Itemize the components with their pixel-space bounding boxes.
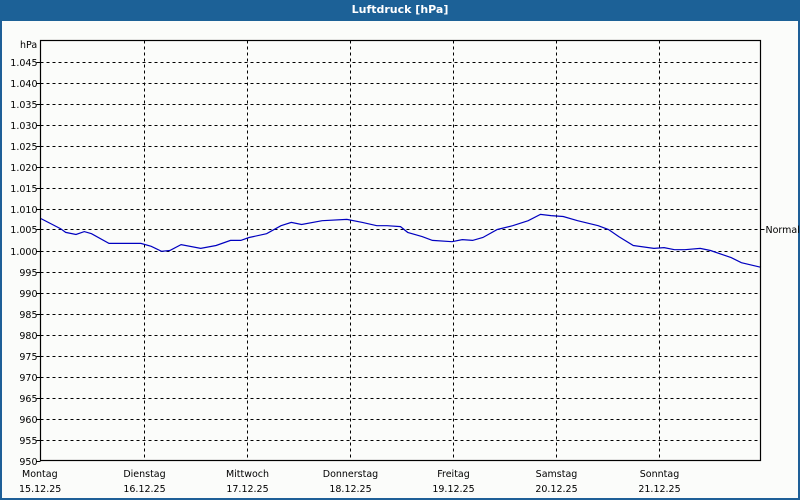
x-tick-day: Dienstag: [123, 469, 165, 480]
y-tick-label: 950: [19, 457, 37, 468]
x-tick-date: 21.12.25: [638, 484, 680, 495]
x-tick-day: Donnerstag: [323, 469, 378, 480]
y-tick-label: 1.040: [10, 79, 37, 90]
y-tick-label: 960: [19, 415, 37, 426]
y-tick-label: 1.020: [10, 163, 37, 174]
grid-lines: [40, 40, 761, 461]
y-axis-ticks: 950 955 960 965 970 975 980 985 990 995 1.000 1.005…: [10, 58, 41, 468]
y-tick-label: 970: [19, 373, 37, 384]
x-tick-date: 19.12.25: [432, 484, 474, 495]
x-tick-date: 16.12.25: [123, 484, 165, 495]
y-tick-label: 995: [19, 268, 37, 279]
y-tick-label: 980: [19, 331, 37, 342]
pressure-series-line: [40, 213, 762, 268]
x-tick-day: Mittwoch: [226, 469, 269, 480]
y-tick-label: 1.010: [10, 205, 37, 216]
y-tick-label: 1.045: [10, 58, 37, 69]
x-tick-date: 18.12.25: [329, 484, 371, 495]
y-axis-unit-label: hPa: [20, 40, 37, 51]
x-tick-day: Montag: [22, 469, 58, 480]
y-tick-label: 1.035: [10, 100, 37, 111]
x-tick-date: 20.12.25: [535, 484, 577, 495]
y-tick-label: 1.015: [10, 184, 37, 195]
x-tick-date: 15.12.25: [19, 484, 61, 495]
x-tick-day: Sonntag: [640, 469, 679, 480]
normal-reference-label: Normal: [766, 225, 800, 236]
y-tick-label: 990: [19, 289, 37, 300]
y-tick-label: 1.025: [10, 142, 37, 153]
y-tick-label: 1.000: [10, 247, 37, 258]
x-tick-day: Freitag: [437, 469, 470, 480]
y-tick-label: 1.005: [10, 225, 37, 236]
chart-title: Luftdruck [hPa]: [0, 0, 800, 21]
y-tick-label: 955: [19, 436, 37, 447]
y-tick-label: 985: [19, 310, 37, 321]
x-tick-day: Samstag: [536, 469, 578, 480]
x-tick-date: 17.12.25: [226, 484, 268, 495]
y-tick-label: 1.030: [10, 121, 37, 132]
x-axis-ticks: Montag 15.12.25 Dienstag 16.12.25 Mittwoch 17…: [19, 469, 681, 495]
y-tick-label: 965: [19, 394, 37, 405]
y-tick-label: 975: [19, 352, 37, 363]
plot-area-border: [39, 39, 762, 462]
